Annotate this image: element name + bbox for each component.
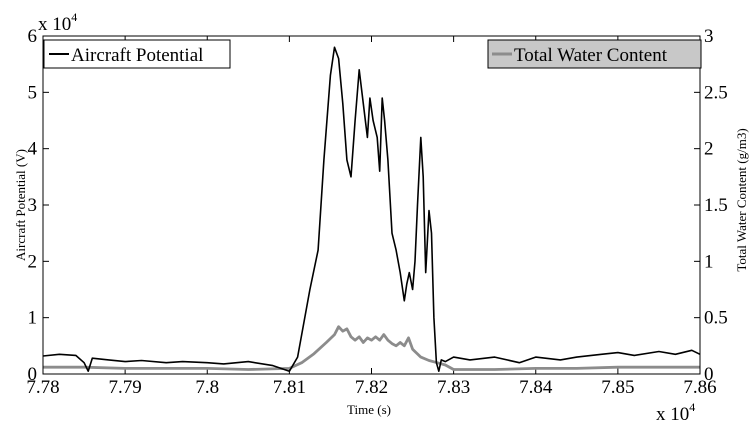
x-tick-label: 7.81 bbox=[273, 377, 306, 398]
y-left-axis-label: Aircraft Potential (V) bbox=[13, 149, 28, 261]
y-left-multiplier-exponent: 4 bbox=[71, 10, 77, 24]
x-tick-label: 7.82 bbox=[355, 377, 388, 398]
y-left-tick-label: 0 bbox=[28, 364, 38, 385]
series-line-aircraft-potential bbox=[42, 46, 701, 373]
x-tick-label: 7.8 bbox=[195, 377, 219, 398]
y-right-tick-label: 0 bbox=[704, 364, 714, 385]
x-tick-label: 7.84 bbox=[519, 377, 553, 398]
x-axis-label: Time (s) bbox=[347, 402, 391, 417]
y-left-tick-label: 1 bbox=[28, 308, 38, 329]
x-tick-label: 7.79 bbox=[109, 377, 142, 398]
y-left-tick-label: 4 bbox=[28, 139, 38, 160]
y-left-tick-label: 5 bbox=[28, 82, 38, 103]
y-right-axis-label: Total Water Content (g/m3) bbox=[734, 128, 749, 271]
y-right-tick-label: 2 bbox=[704, 139, 714, 160]
legend-right-label: Total Water Content bbox=[514, 45, 668, 66]
x-multiplier: x 104 bbox=[656, 400, 695, 425]
legend-right-box bbox=[487, 39, 702, 69]
y-right-tick-label: 0.5 bbox=[704, 308, 728, 329]
series-line-total-water-content bbox=[43, 325, 700, 371]
legend-left: Aircraft Potential bbox=[43, 39, 231, 69]
y-right-tick-label: 3 bbox=[704, 26, 714, 47]
x-tick-label: 7.86 bbox=[683, 377, 716, 398]
y-right-tick-label: 2.5 bbox=[704, 82, 728, 103]
y-left-multiplier-base: x 10 bbox=[38, 14, 71, 35]
x-tick-label: 7.83 bbox=[437, 377, 470, 398]
legend-right: Total Water Content bbox=[487, 39, 702, 69]
legend-left-label: Aircraft Potential bbox=[71, 45, 203, 66]
ticks-layer: 7.78 7.79 7.8 7.81 7.82 7.83 7.84 7.85 7.8601234… bbox=[26, 26, 727, 398]
x-tick-label: 7.78 bbox=[26, 377, 59, 398]
y-right-tick-label: 1 bbox=[704, 251, 714, 272]
y-right-tick-label: 1.5 bbox=[704, 195, 728, 216]
y-left-tick-label: 2 bbox=[28, 251, 38, 272]
y-left-multiplier: x 104 bbox=[38, 10, 77, 35]
y-left-tick-label: 6 bbox=[28, 26, 38, 47]
x-multiplier-exponent: 4 bbox=[689, 400, 695, 414]
x-tick-label: 7.85 bbox=[601, 377, 634, 398]
x-multiplier-base: x 10 bbox=[656, 404, 689, 425]
y-left-tick-label: 3 bbox=[28, 195, 38, 216]
legend-left-box bbox=[43, 39, 231, 69]
series-layer bbox=[42, 46, 701, 373]
plot-frame bbox=[42, 35, 701, 375]
